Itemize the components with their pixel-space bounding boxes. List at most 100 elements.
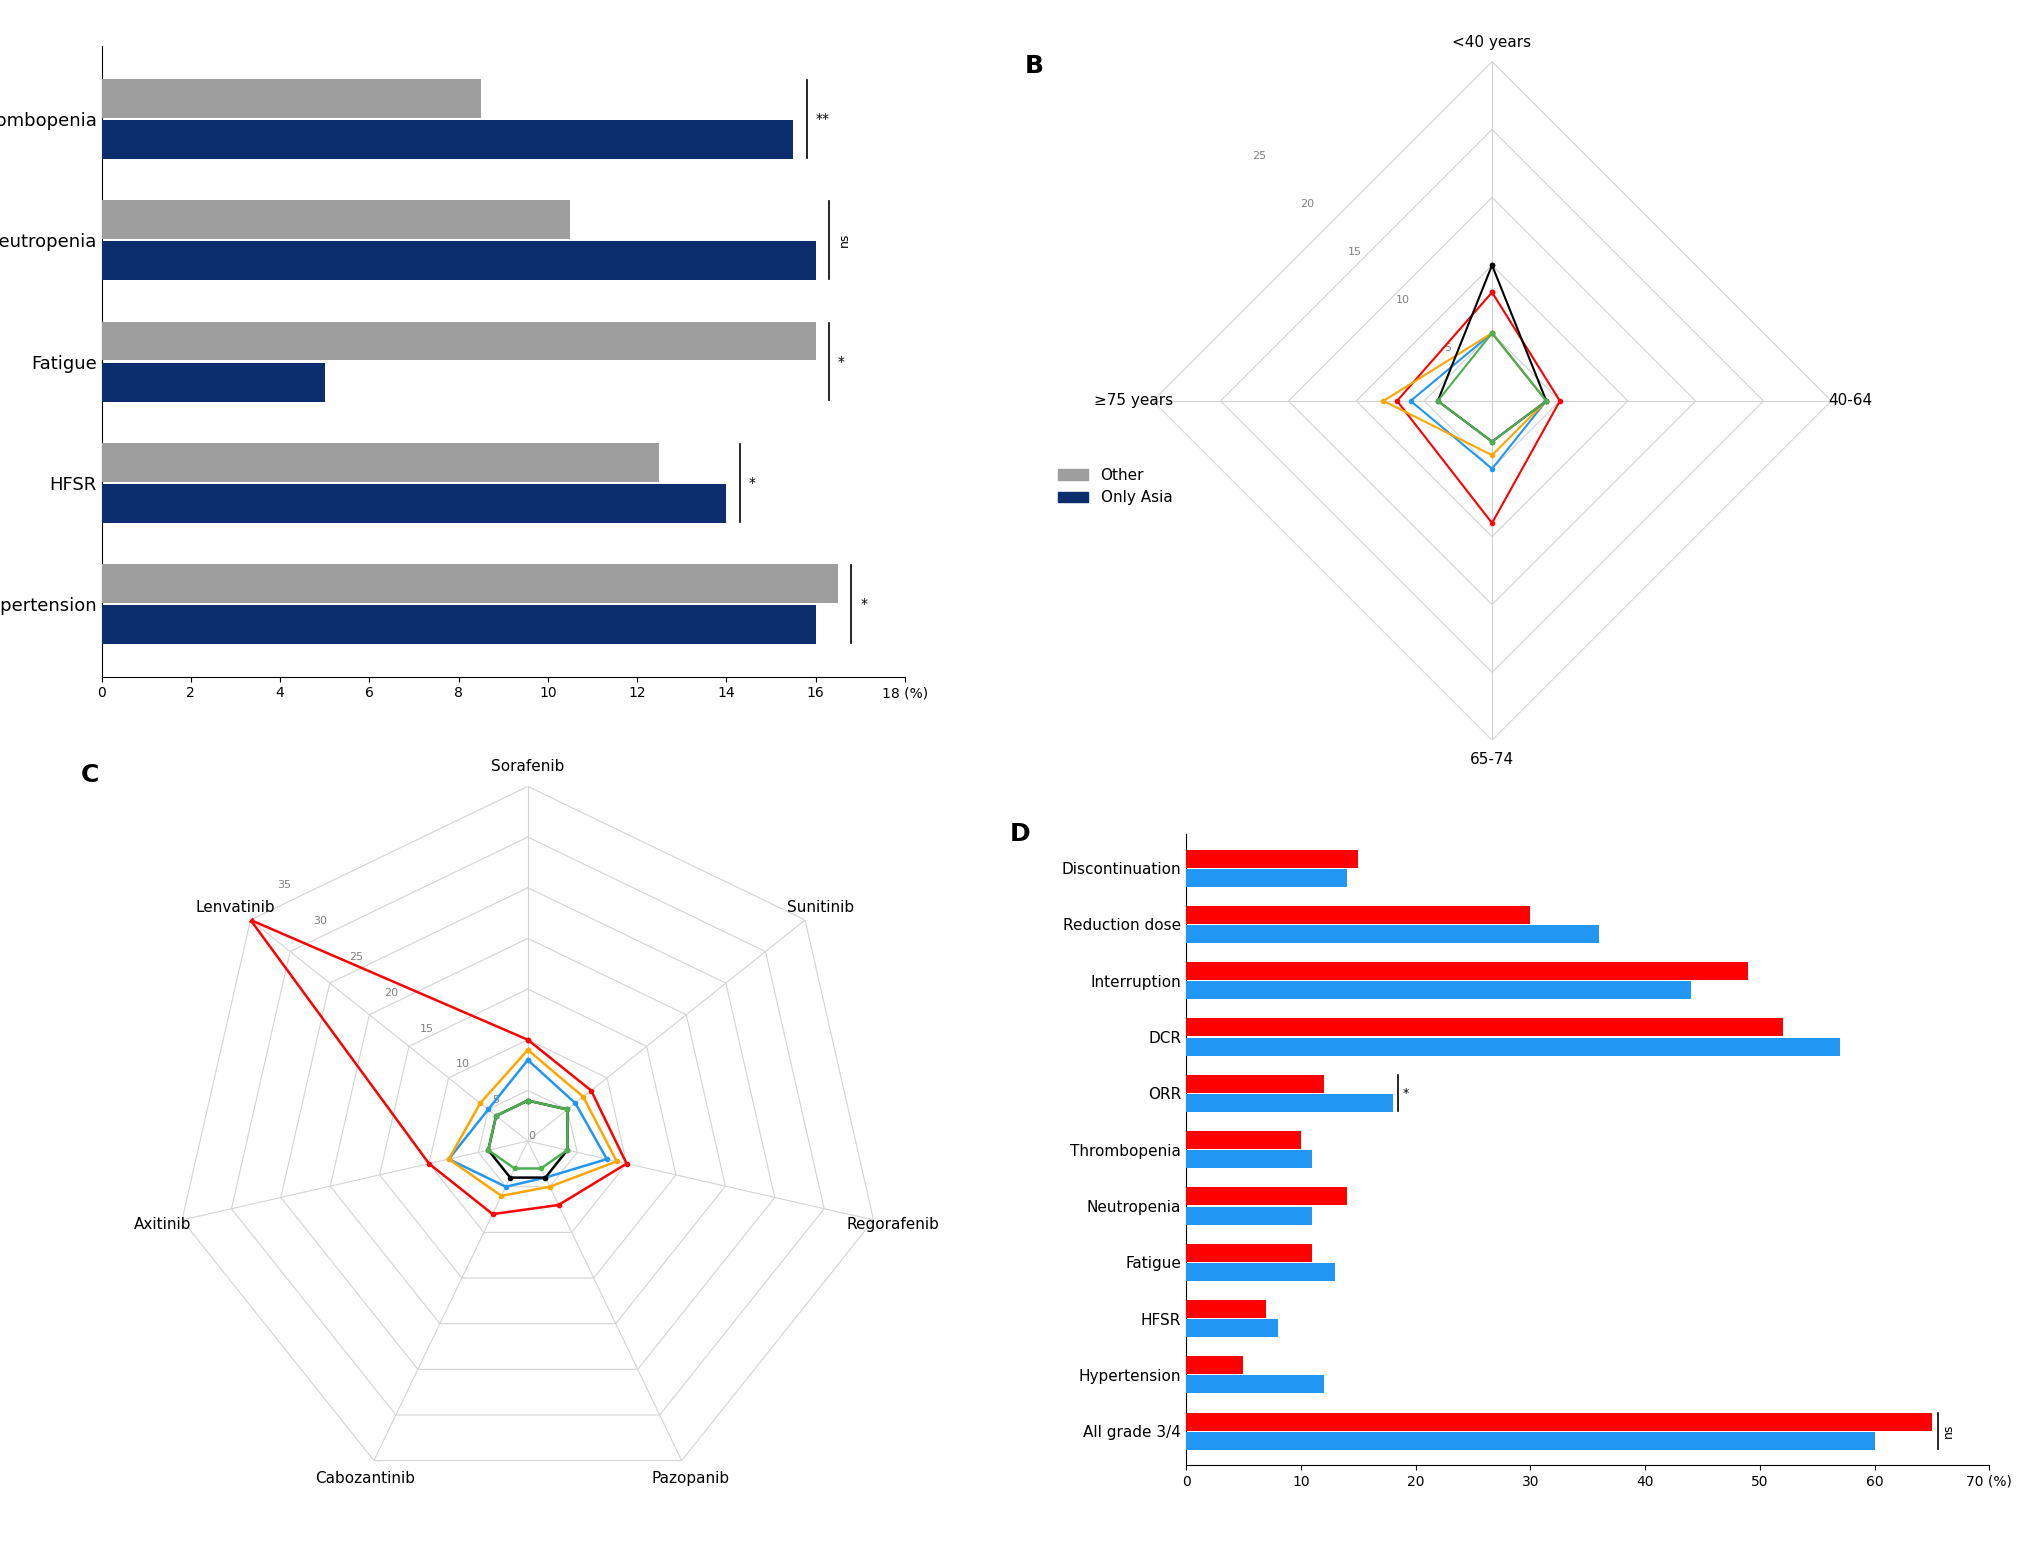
HFSR — [436, 1150, 461, 1169]
Hypertension — [546, 1195, 570, 1214]
Bar — [1186, 1038, 1841, 1056]
Fatigue — [1480, 324, 1504, 342]
HFSR — [1480, 460, 1504, 478]
Line: Fatigue: Fatigue — [447, 1049, 619, 1198]
Bar — [102, 362, 325, 401]
Bar — [1186, 1093, 1393, 1112]
Hypertension — [1547, 392, 1571, 410]
Thrombopenia — [516, 1092, 540, 1110]
HFSR — [516, 1050, 540, 1069]
Thrombopenia — [1480, 324, 1504, 342]
Neutropenia — [554, 1141, 579, 1160]
Hypertension — [579, 1081, 603, 1099]
Thrombopenia — [1425, 392, 1449, 410]
Fatigue — [538, 1178, 562, 1197]
HFSR — [595, 1150, 619, 1169]
Bar — [1186, 1150, 1311, 1169]
Fatigue — [436, 1150, 461, 1169]
Hypertension — [416, 1155, 441, 1173]
Line: HFSR: HFSR — [1409, 332, 1549, 470]
Fatigue — [469, 1093, 493, 1112]
Text: *: * — [861, 597, 867, 611]
Neutropenia — [1480, 432, 1504, 450]
Bar — [102, 604, 816, 645]
Bar — [102, 242, 816, 281]
Neutropenia — [534, 1169, 558, 1187]
Bar — [1186, 962, 1748, 981]
Bar — [1186, 1375, 1324, 1394]
Line: Hypertension: Hypertension — [248, 917, 629, 1217]
Line: Fatigue: Fatigue — [1380, 332, 1549, 458]
Fatigue — [570, 1087, 595, 1106]
HFSR — [493, 1178, 518, 1197]
Thrombopenia — [1480, 324, 1504, 342]
Neutropenia — [516, 1092, 540, 1110]
Bar — [1186, 925, 1600, 944]
Thrombopenia — [483, 1107, 508, 1126]
Text: D: D — [1009, 822, 1029, 845]
Thrombopenia — [1480, 432, 1504, 450]
Text: *: * — [749, 476, 755, 490]
Thrombopenia — [477, 1141, 501, 1160]
HFSR — [1399, 392, 1423, 410]
HFSR — [562, 1093, 587, 1112]
Legend: Other, Only Asia: Other, Only Asia — [1052, 461, 1177, 512]
Thrombopenia — [1535, 392, 1559, 410]
Line: Neutropenia: Neutropenia — [1435, 264, 1549, 444]
Line: Neutropenia: Neutropenia — [487, 1098, 570, 1180]
Text: ns: ns — [1943, 1423, 1955, 1439]
HFSR — [534, 1169, 558, 1187]
Hypertension — [615, 1155, 639, 1173]
Thrombopenia — [516, 1092, 540, 1110]
Hypertension — [1480, 284, 1504, 302]
Bar — [102, 564, 838, 603]
Bar — [1186, 868, 1346, 887]
Thrombopenia — [528, 1160, 552, 1178]
Bar — [1186, 1431, 1874, 1449]
Bar — [1186, 1244, 1311, 1261]
Thrombopenia — [554, 1141, 579, 1160]
Hypertension — [1480, 513, 1504, 532]
Text: B: B — [1025, 54, 1043, 79]
Hypertension — [516, 1030, 540, 1049]
Bar — [1186, 981, 1691, 999]
Fatigue — [605, 1152, 629, 1170]
Line: HFSR: HFSR — [447, 1058, 609, 1189]
Hypertension — [238, 911, 262, 930]
Hypertension — [481, 1204, 505, 1223]
Hypertension — [1384, 392, 1409, 410]
Bar — [1186, 1318, 1277, 1337]
Bar — [1186, 1206, 1311, 1224]
Text: C: C — [81, 763, 99, 788]
Fatigue — [1372, 392, 1397, 410]
Bar — [1186, 1263, 1336, 1281]
HFSR — [516, 1050, 540, 1069]
Text: *: * — [1403, 1087, 1409, 1099]
Bar — [102, 443, 660, 481]
Neutropenia — [497, 1169, 522, 1187]
Bar — [1186, 905, 1531, 924]
Line: Hypertension: Hypertension — [1395, 290, 1561, 526]
Neutropenia — [1425, 392, 1449, 410]
Bar — [1186, 1357, 1244, 1374]
Bar — [102, 484, 727, 523]
Fatigue — [516, 1041, 540, 1059]
Bar — [102, 79, 481, 117]
Fatigue — [516, 1041, 540, 1059]
Bar — [1186, 1412, 1933, 1431]
Thrombopenia — [503, 1160, 528, 1178]
Fatigue — [1535, 392, 1559, 410]
Hypertension — [1480, 284, 1504, 302]
HFSR — [1535, 392, 1559, 410]
Thrombopenia — [556, 1101, 581, 1119]
Neutropenia — [1535, 392, 1559, 410]
Text: ns: ns — [838, 233, 851, 247]
Fatigue — [1480, 446, 1504, 464]
Fatigue — [1480, 324, 1504, 342]
Text: **: ** — [816, 113, 830, 126]
Neutropenia — [483, 1107, 508, 1126]
Fatigue — [489, 1187, 514, 1206]
Bar — [1186, 1075, 1324, 1093]
HFSR — [1480, 324, 1504, 342]
Neutropenia — [1480, 256, 1504, 274]
